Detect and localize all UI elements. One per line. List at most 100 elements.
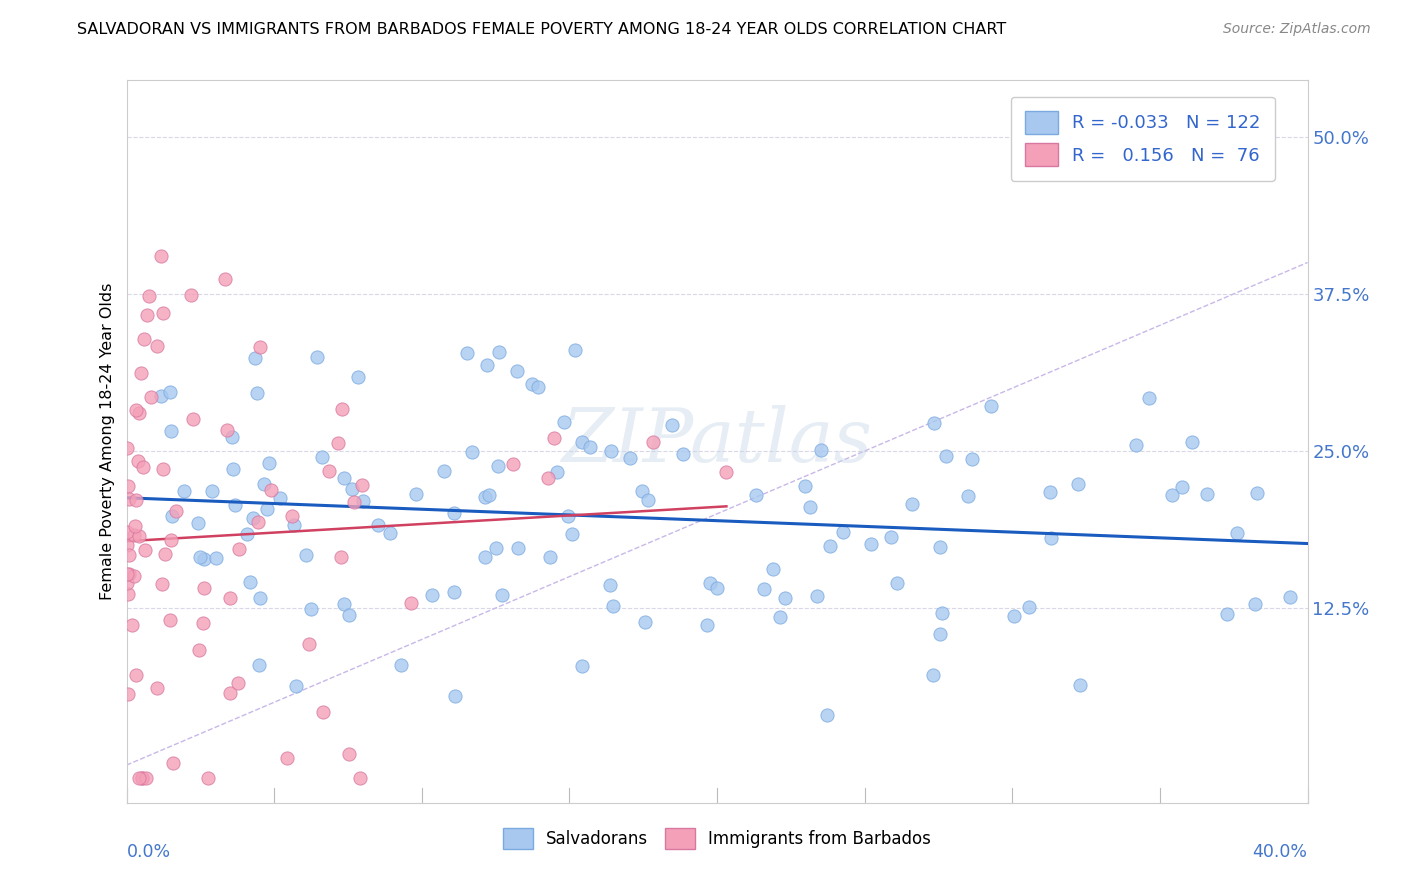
Point (214, 272, 236, 286)
Point (486, 458, 509, 473)
Y-axis label: Female Poverty Among 18-24 Year Olds: Female Poverty Among 18-24 Year Olds (100, 283, 115, 600)
Point (128, 771, 150, 785)
Point (706, 581, 728, 595)
Point (1040, 532, 1063, 546)
Point (150, 576, 173, 591)
Point (456, 346, 478, 360)
Point (810, 442, 832, 457)
Point (260, 483, 283, 497)
Text: ZIPatlas: ZIPatlas (561, 405, 873, 478)
Point (1226, 525, 1249, 540)
Point (634, 615, 657, 629)
Point (134, 543, 156, 558)
Point (330, 402, 353, 417)
Point (1246, 486, 1268, 500)
Point (571, 434, 593, 449)
Point (880, 530, 903, 544)
Point (165, 504, 187, 518)
Point (121, 618, 143, 632)
Point (318, 464, 340, 478)
Point (160, 533, 183, 548)
Point (128, 529, 150, 543)
Point (342, 482, 364, 496)
Point (343, 495, 366, 509)
Point (124, 569, 146, 583)
Point (115, 538, 138, 552)
Point (477, 359, 499, 373)
Point (671, 447, 693, 461)
Point (204, 551, 226, 566)
Point (602, 599, 624, 614)
Point (219, 591, 242, 605)
Point (118, 492, 141, 507)
Point (699, 576, 721, 591)
Point (188, 550, 211, 565)
Point (115, 525, 138, 540)
Point (180, 288, 202, 302)
Point (285, 679, 308, 693)
Point (980, 399, 1002, 413)
Point (329, 549, 352, 564)
Point (281, 509, 304, 524)
Point (564, 343, 586, 357)
Point (637, 492, 659, 507)
Point (217, 423, 239, 437)
Point (125, 668, 148, 682)
Point (553, 415, 575, 429)
Point (367, 518, 389, 533)
Text: Source: ZipAtlas.com: Source: ZipAtlas.com (1223, 22, 1371, 37)
Point (173, 483, 195, 498)
Point (695, 617, 717, 632)
Point (269, 491, 291, 505)
Point (152, 305, 174, 319)
Point (131, 459, 153, 474)
Point (401, 596, 423, 610)
Point (630, 483, 652, 498)
Point (641, 435, 664, 450)
Point (571, 658, 593, 673)
Point (117, 687, 139, 701)
Point (246, 385, 269, 400)
Point (226, 676, 249, 690)
Point (139, 390, 162, 404)
Point (136, 308, 159, 322)
Point (474, 490, 496, 504)
Point (299, 602, 322, 616)
Point (745, 487, 768, 501)
Point (794, 479, 817, 493)
Point (557, 509, 579, 524)
Point (193, 552, 215, 566)
Point (146, 338, 169, 352)
Point (249, 591, 271, 606)
Point (159, 613, 181, 627)
Point (1039, 484, 1062, 499)
Point (235, 527, 257, 541)
Text: 40.0%: 40.0% (1253, 843, 1308, 861)
Point (115, 441, 138, 455)
Point (420, 588, 443, 602)
Point (754, 582, 776, 596)
Point (352, 494, 374, 508)
Point (1067, 476, 1090, 491)
Point (200, 483, 222, 498)
Point (117, 587, 139, 601)
Point (253, 477, 276, 491)
Point (1171, 480, 1194, 494)
Point (138, 289, 160, 303)
Point (242, 511, 264, 525)
Point (931, 606, 953, 620)
Point (818, 539, 841, 553)
Point (256, 502, 278, 516)
Point (152, 462, 174, 476)
Point (506, 364, 529, 378)
Point (311, 450, 333, 464)
Point (443, 585, 465, 599)
Legend: Salvadorans, Immigrants from Barbados: Salvadorans, Immigrants from Barbados (496, 822, 938, 856)
Point (1018, 600, 1040, 615)
Point (859, 537, 882, 551)
Point (247, 657, 270, 672)
Point (197, 771, 219, 785)
Point (311, 705, 333, 719)
Point (815, 707, 838, 722)
Point (433, 464, 456, 478)
